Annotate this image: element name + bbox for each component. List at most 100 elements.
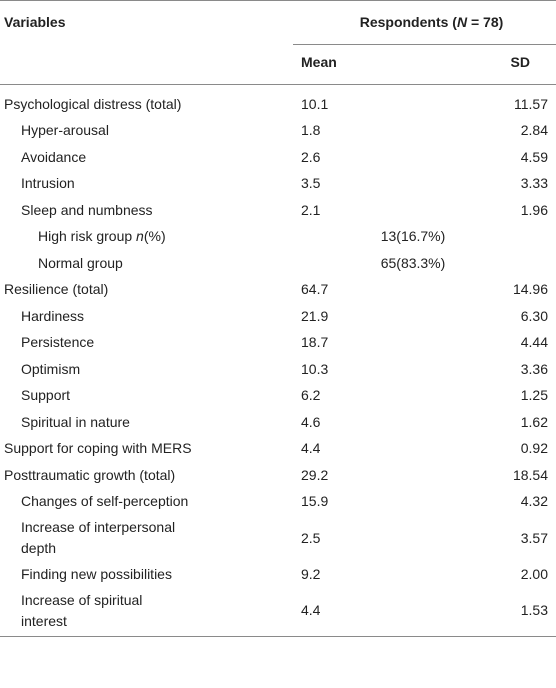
- table-row: Avoidance 2.6 4.59: [0, 144, 556, 171]
- variable-cell: Optimism: [0, 359, 293, 380]
- sd-cell: 1.62: [520, 413, 548, 430]
- sd-cell: 6.30: [520, 307, 548, 324]
- text-part: = 78): [467, 14, 504, 30]
- variable-cell: Spiritual in nature: [0, 412, 293, 433]
- variable-cell: Intrusion: [0, 173, 293, 194]
- sd-cell: 2.84: [520, 122, 548, 139]
- variable-cell: Sleep and numbness: [0, 200, 293, 221]
- variable-label: Support: [21, 387, 71, 404]
- sd-cell: 3.36: [520, 360, 548, 377]
- mean-cell: 29.2: [301, 466, 329, 483]
- table: Variables Respondents (N = 78) Mean SD P…: [0, 0, 556, 637]
- variable-label: Spiritual in nature: [21, 413, 130, 430]
- table-row: Hyper-arousal 1.8 2.84: [0, 118, 556, 145]
- header-cell: Mean: [301, 54, 337, 70]
- mean-cell: 3.5: [301, 175, 321, 192]
- mean-cell: 21.9: [301, 307, 329, 324]
- mean-cell: 10.1: [301, 95, 329, 112]
- variable-cell: Avoidance: [0, 147, 293, 168]
- sd-cell: 0.92: [520, 440, 548, 457]
- mean-cell: 64.7: [301, 281, 329, 298]
- text-part: Respondents (: [359, 14, 457, 30]
- table-row: Psychological distress (total) 10.1 11.57: [0, 91, 556, 118]
- table-row: Hardiness 21.9 6.30: [0, 303, 556, 330]
- variable-cell: Changes of self-perception: [0, 491, 293, 512]
- variable-label: Changes of self-perception: [21, 493, 189, 510]
- variable-label: Sleep and numbness: [21, 201, 153, 218]
- variable-label: Increase of spiritual interest: [21, 591, 143, 629]
- variable-cell: Increase of interpersonal depth: [0, 517, 293, 559]
- sd-cell: 1.25: [520, 387, 548, 404]
- sd-cell: 4.59: [520, 148, 548, 165]
- mean-cell: 9.2: [301, 565, 321, 582]
- mean-cell: 15.9: [301, 493, 329, 510]
- table-row: Increase of interpersonal depth 2.5 3.57: [0, 515, 556, 561]
- sd-cell: 1.53: [520, 602, 548, 618]
- variable-label: High risk group n(%): [38, 226, 192, 247]
- variable-cell: Hardiness: [0, 306, 293, 327]
- header-cell: Respondents (N = 78): [293, 14, 556, 30]
- variable-label: Avoidance: [21, 148, 87, 165]
- variable-cell: Support for coping with MERS: [0, 438, 293, 459]
- text-part: N: [456, 14, 468, 30]
- table-row: Support for coping with MERS 4.4 0.92: [0, 436, 556, 463]
- variable-cell: Normal group: [0, 253, 293, 274]
- variable-label: Finding new possibilities: [21, 565, 172, 582]
- table-row: Increase of spiritual interest 4.4 1.53: [0, 588, 556, 634]
- mean-cell: 4.6: [301, 413, 321, 430]
- variable-cell: Persistence: [0, 332, 293, 353]
- header-cell: Variables: [4, 14, 66, 30]
- table-row: Support 6.2 1.25: [0, 383, 556, 410]
- variable-label: Increase of interpersonal depth: [21, 519, 176, 556]
- header-row: Mean SD: [0, 45, 556, 85]
- variable-label: Hardiness: [21, 307, 85, 324]
- variable-label: Posttraumatic growth (total): [4, 466, 176, 483]
- table-row: Resilience (total) 64.7 14.96: [0, 277, 556, 304]
- text-part: (%): [143, 228, 166, 245]
- text-part: n: [136, 228, 144, 245]
- text-part: High risk group: [38, 228, 137, 245]
- table-row: Sleep and numbness 2.1 1.96: [0, 197, 556, 224]
- variable-cell: Resilience (total): [0, 279, 293, 300]
- table-body: Psychological distress (total) 10.1 11.57 H…: [0, 85, 556, 637]
- sd-cell: 11.57: [514, 95, 548, 112]
- sd-cell: 1.96: [520, 201, 548, 218]
- table-row: Optimism 10.3 3.36: [0, 356, 556, 383]
- variable-cell: Hyper-arousal: [0, 120, 293, 141]
- mean-cell: 1.8: [301, 122, 321, 139]
- combined-cell: 65(83.3%): [380, 254, 446, 271]
- variable-label: Optimism: [21, 360, 81, 377]
- sd-cell: 3.33: [520, 175, 548, 192]
- variable-label: Psychological distress (total): [4, 95, 182, 112]
- table-row: Finding new possibilities 9.2 2.00: [0, 561, 556, 588]
- header-row: Variables Respondents (N = 78): [0, 1, 556, 45]
- sd-cell: 4.44: [520, 334, 548, 351]
- table-row: High risk group n(%) 13(16.7%): [0, 224, 556, 251]
- variable-label: Persistence: [21, 334, 95, 351]
- variable-label: Normal group: [38, 254, 123, 271]
- table-row: Persistence 18.7 4.44: [0, 330, 556, 357]
- mean-cell: 18.7: [301, 334, 329, 351]
- variable-cell: High risk group n(%): [0, 226, 293, 247]
- sd-cell: 18.54: [512, 466, 548, 483]
- variable-cell: Finding new possibilities: [0, 564, 293, 585]
- mean-cell: 2.1: [301, 201, 321, 218]
- table-row: Intrusion 3.5 3.33: [0, 171, 556, 198]
- variable-label: Hyper-arousal: [21, 122, 109, 139]
- sd-cell: 14.96: [512, 281, 548, 298]
- sd-cell: 2.00: [520, 565, 548, 582]
- variable-cell: Posttraumatic growth (total): [0, 465, 293, 486]
- table-row: Posttraumatic growth (total) 29.2 18.54: [0, 462, 556, 489]
- variable-label: Resilience (total): [4, 281, 109, 298]
- mean-cell: 4.4: [301, 440, 321, 457]
- table-row: Changes of self-perception 15.9 4.32: [0, 489, 556, 516]
- variable-cell: Increase of spiritual interest: [0, 590, 293, 632]
- mean-cell: 10.3: [301, 360, 329, 377]
- rule: [293, 44, 556, 45]
- combined-cell: 13(16.7%): [380, 228, 446, 245]
- mean-cell: 4.4: [301, 602, 321, 618]
- mean-cell: 6.2: [301, 387, 321, 404]
- variable-label: Intrusion: [21, 175, 75, 192]
- mean-cell: 2.6: [301, 148, 321, 165]
- sd-cell: 3.57: [520, 529, 548, 546]
